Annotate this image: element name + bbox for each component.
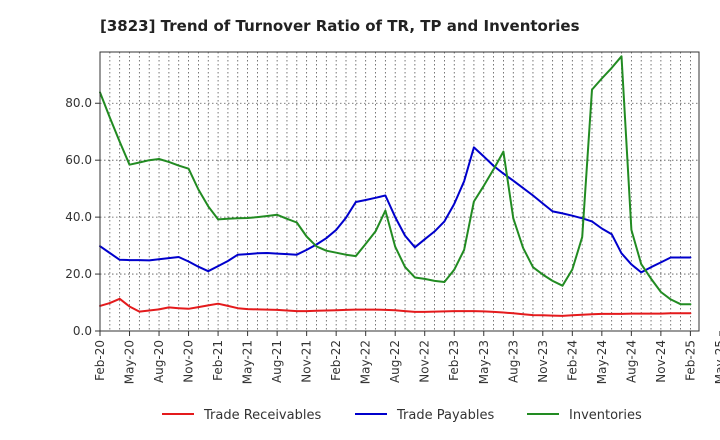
x-tick-label: Aug-20: [152, 340, 166, 383]
x-tick-label: Feb-20: [93, 340, 107, 381]
legend: Trade Receivables Trade Payables Inventori…: [162, 408, 642, 423]
legend-label: Inventories: [569, 408, 642, 423]
x-tick-label: Nov-20: [182, 340, 196, 383]
x-tick-label: May-25: [713, 340, 720, 384]
x-tick-label: Nov-23: [536, 340, 550, 383]
legend-label: Trade Receivables: [203, 408, 321, 423]
chart-title: [3823] Trend of Turnover Ratio of TR, TP…: [100, 17, 580, 35]
x-tick-label: Feb-23: [447, 340, 461, 381]
x-tick-label: Nov-24: [654, 340, 668, 383]
x-tick-label: Feb-25: [683, 340, 697, 381]
x-tick-label: Aug-21: [270, 340, 284, 383]
x-tick-label: May-24: [595, 340, 609, 384]
y-axis-ticks: 0.0 20.0 40.0 60.0 80.0: [65, 96, 100, 338]
y-tick-label: 0.0: [73, 324, 92, 338]
series-line-inventories: [99, 55, 692, 306]
series-line-trade-payables: [99, 146, 692, 274]
x-tick-label: May-21: [241, 340, 255, 384]
legend-label: Trade Payables: [396, 408, 494, 423]
x-tick-label: Nov-22: [418, 340, 432, 383]
x-tick-label: May-23: [477, 340, 491, 384]
series-layer: [99, 55, 692, 317]
y-tick-label: 20.0: [65, 267, 92, 281]
x-tick-label: Feb-22: [329, 340, 343, 381]
x-tick-label: Nov-21: [300, 340, 314, 383]
x-tick-label: Feb-24: [565, 340, 579, 381]
y-tick-label: 40.0: [65, 210, 92, 224]
x-tick-label: Aug-24: [624, 340, 638, 383]
series-line-trade-receivables: [99, 297, 692, 317]
x-axis-ticks: Feb-20 May-20 Aug-20 Nov-20 Feb-21 May-21 Aug-…: [93, 331, 720, 384]
y-tick-label: 60.0: [65, 153, 92, 167]
x-tick-label: May-20: [123, 340, 137, 384]
grid-layer: [100, 52, 699, 332]
x-tick-label: Aug-23: [506, 340, 520, 383]
plot-frame: [99, 51, 700, 332]
x-tick-label: Feb-21: [211, 340, 225, 381]
x-tick-label: May-22: [359, 340, 373, 384]
y-tick-label: 80.0: [65, 96, 92, 110]
x-tick-label: Aug-22: [388, 340, 402, 383]
